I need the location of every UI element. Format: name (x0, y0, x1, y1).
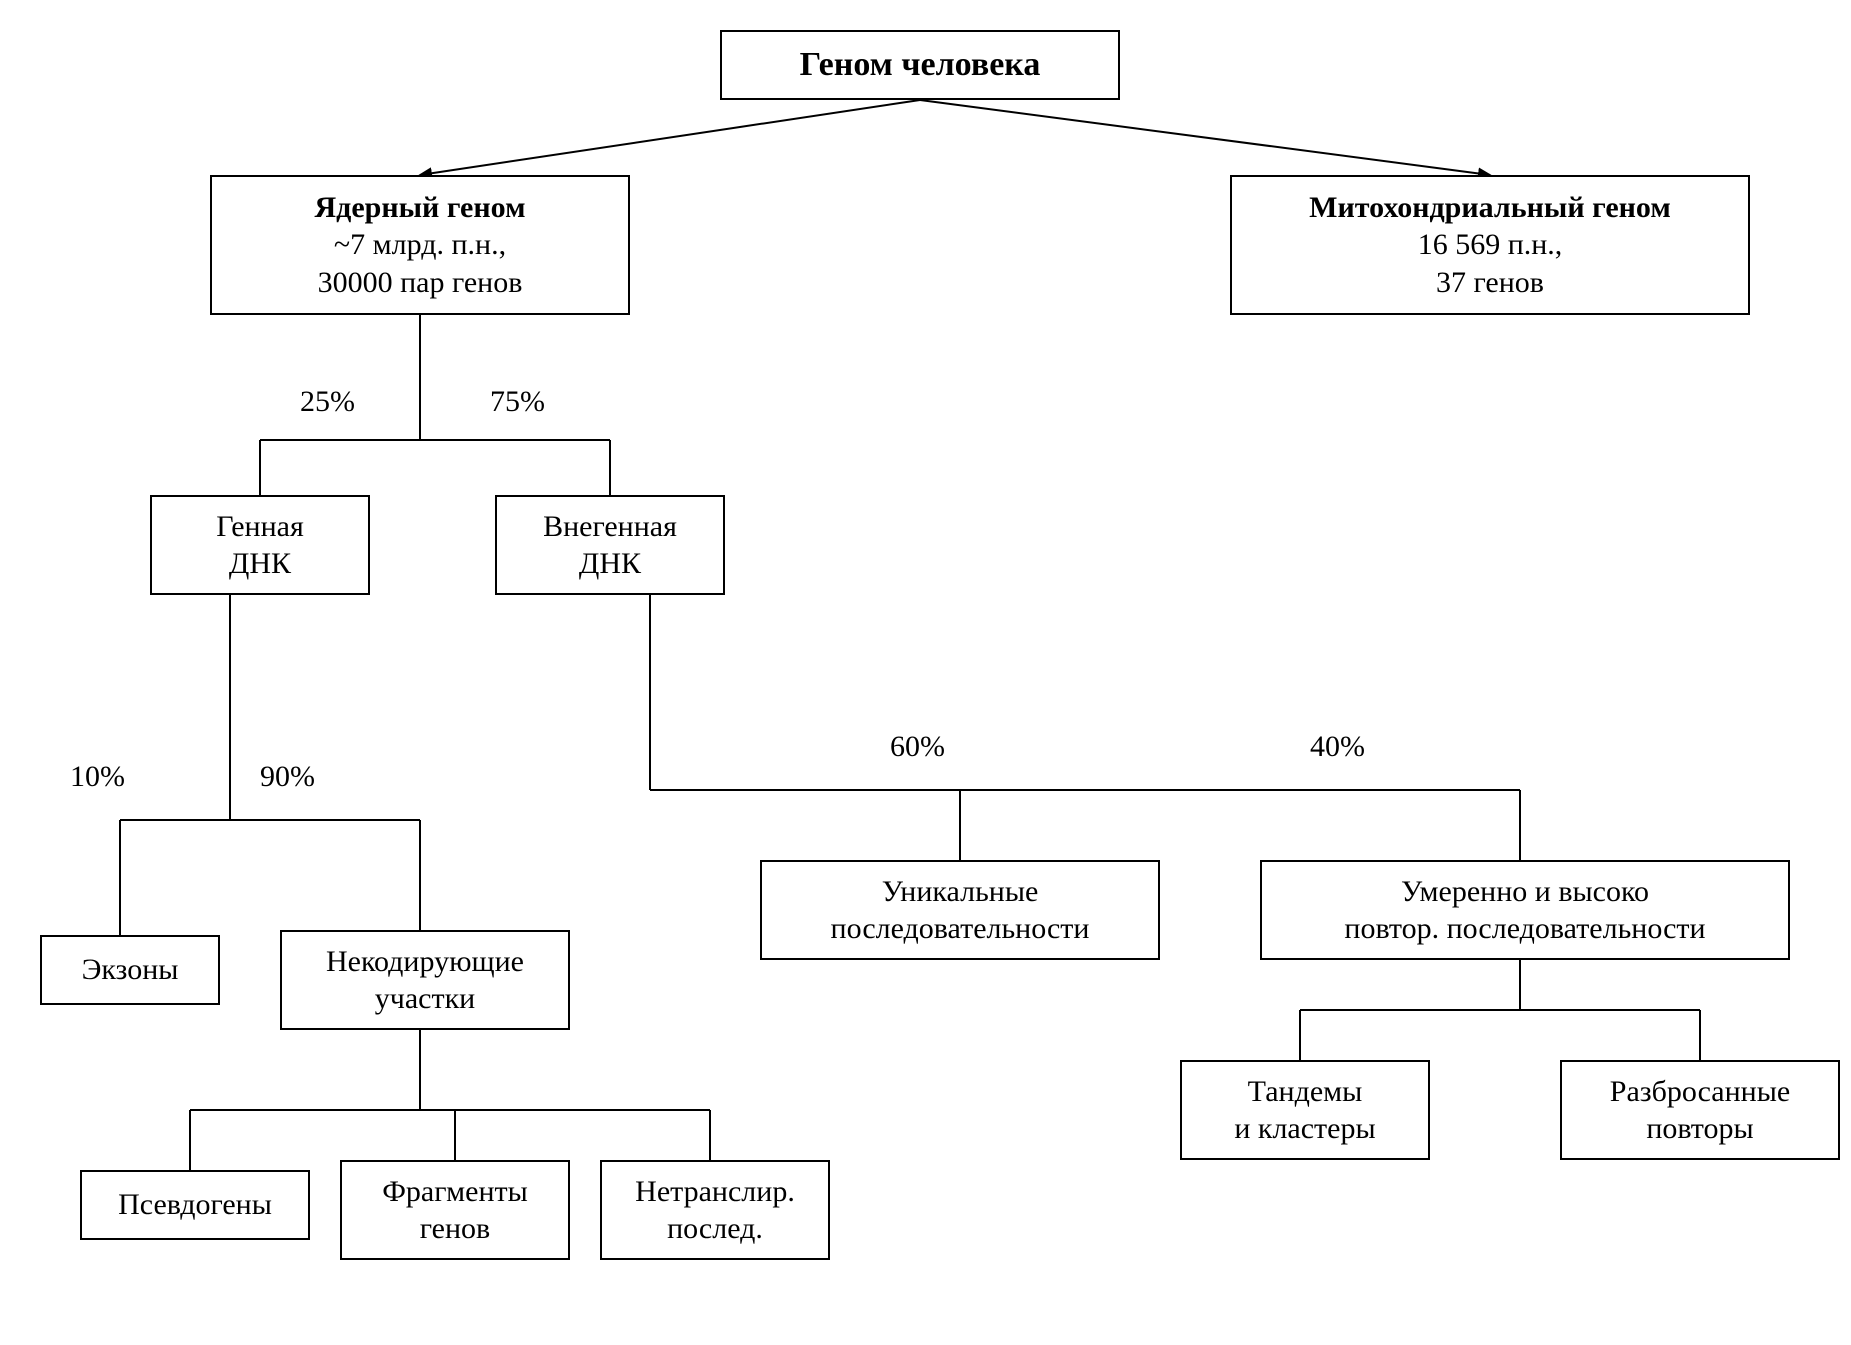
node-text-line: ~7 млрд. п.н., (334, 226, 506, 264)
node-text-line: Тандемы (1248, 1073, 1363, 1111)
node-untranslated-seq: Нетранслир.послед. (600, 1160, 830, 1260)
node-unique-seq: Уникальныепоследовательности (760, 860, 1160, 960)
node-text-line: Умеренно и высоко (1401, 873, 1649, 911)
edge-label-90pct: 90% (260, 760, 315, 794)
node-text-line: Митохондриальный геном (1309, 189, 1671, 227)
node-text-line: Ядерный геном (314, 189, 525, 227)
node-repeat-seq: Умеренно и высокоповтор. последовательно… (1260, 860, 1790, 960)
edge-label-75pct: 75% (490, 385, 545, 419)
node-text-line: Псевдогены (118, 1186, 272, 1224)
node-text-line: повторы (1646, 1110, 1753, 1148)
node-text-line: участки (375, 980, 475, 1018)
node-text-line: Некодирующие (326, 943, 524, 981)
edge-label-40pct: 40% (1310, 730, 1365, 764)
node-text-line: Внегенная (543, 508, 677, 546)
node-text-line: 30000 пар генов (318, 264, 523, 302)
edge-label-60pct: 60% (890, 730, 945, 764)
node-text-line: генов (420, 1210, 490, 1248)
node-nuclear-genome: Ядерный геном~7 млрд. п.н.,30000 пар ген… (210, 175, 630, 315)
node-root: Геном человека (720, 30, 1120, 100)
node-text-line: Экзоны (82, 951, 179, 989)
node-text-line: Уникальные (882, 873, 1039, 911)
node-tandems-clusters: Тандемыи кластеры (1180, 1060, 1430, 1160)
node-text-line: 16 569 п.н., (1418, 226, 1563, 264)
node-text-line: 37 генов (1436, 264, 1544, 302)
node-text-line: Геном человека (800, 44, 1041, 87)
node-text-line: ДНК (579, 545, 641, 583)
node-scattered-repeats: Разбросанныеповторы (1560, 1060, 1840, 1160)
edge-label-25pct: 25% (300, 385, 355, 419)
node-text-line: Нетранслир. (635, 1173, 795, 1211)
node-exons: Экзоны (40, 935, 220, 1005)
node-mitochondrial-genome: Митохондриальный геном16 569 п.н.,37 ген… (1230, 175, 1750, 315)
diagram-canvas: Геном человека Ядерный геном~7 млрд. п.н… (0, 0, 1851, 1345)
node-text-line: ДНК (229, 545, 291, 583)
node-text-line: Генная (216, 508, 304, 546)
node-text-line: повтор. последовательности (1344, 910, 1705, 948)
node-text-line: послед. (667, 1210, 763, 1248)
node-gene-fragments: Фрагментыгенов (340, 1160, 570, 1260)
node-genic-dna: ГеннаяДНК (150, 495, 370, 595)
node-text-line: последовательности (831, 910, 1090, 948)
node-text-line: Разбросанные (1610, 1073, 1790, 1111)
node-extragenic-dna: ВнегеннаяДНК (495, 495, 725, 595)
node-pseudogenes: Псевдогены (80, 1170, 310, 1240)
node-noncoding-regions: Некодирующиеучастки (280, 930, 570, 1030)
edge-label-10pct: 10% (70, 760, 125, 794)
node-text-line: Фрагменты (382, 1173, 528, 1211)
node-text-line: и кластеры (1234, 1110, 1375, 1148)
